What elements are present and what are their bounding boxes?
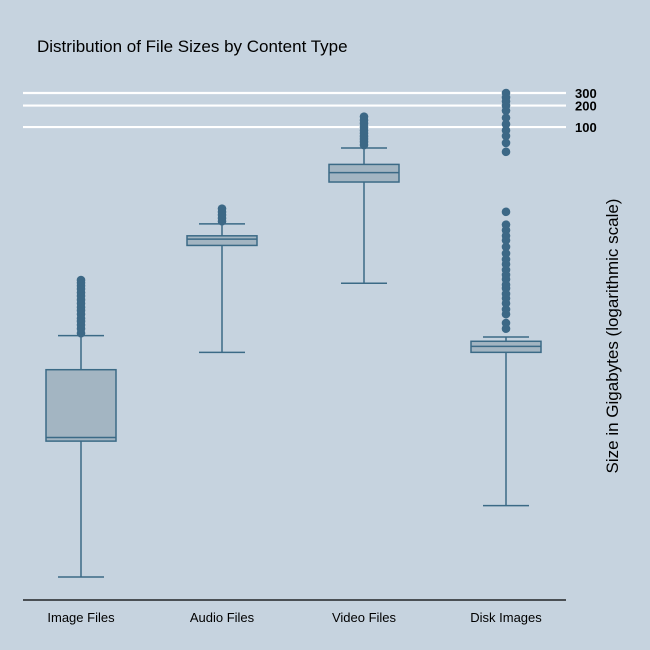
outlier-point (501, 147, 511, 157)
reference-label-300: 300 (575, 86, 597, 101)
box-disk-images (470, 88, 542, 507)
outlier-point (501, 242, 511, 252)
x-tick-label: Image Files (47, 610, 115, 625)
x-tick-label: Disk Images (470, 610, 542, 625)
outlier-point (501, 119, 511, 129)
y-axis-label: Size in Gigabytes (logarithmic scale) (603, 199, 622, 474)
reference-label-100: 100 (575, 120, 597, 135)
chart-title: Distribution of File Sizes by Content Ty… (37, 37, 348, 56)
box-video-files (328, 112, 400, 284)
outlier-point (501, 305, 511, 314)
outlier-point (501, 220, 511, 229)
outlier-point (501, 88, 511, 98)
x-tick-labels: Image Files Audio Files Video Files Disk Im… (47, 610, 542, 625)
box-iqr (45, 368, 117, 442)
box-image-files (45, 275, 117, 578)
outlier-point (359, 112, 369, 121)
x-tick-label: Video Files (332, 610, 397, 625)
outlier-point (217, 204, 227, 213)
outlier-point (501, 126, 511, 135)
outlier-point (501, 138, 511, 148)
outlier-point (501, 207, 511, 217)
box-iqr (186, 235, 258, 247)
box-audio-files (186, 204, 258, 354)
reference-label-200: 200 (575, 99, 597, 114)
outlier-point (501, 255, 511, 264)
outlier-point (501, 318, 511, 328)
outlier-point (501, 249, 511, 258)
outlier-point (501, 113, 511, 123)
boxes-group (45, 88, 542, 578)
outlier-point (76, 275, 86, 285)
x-tick-label: Audio Files (190, 610, 255, 625)
